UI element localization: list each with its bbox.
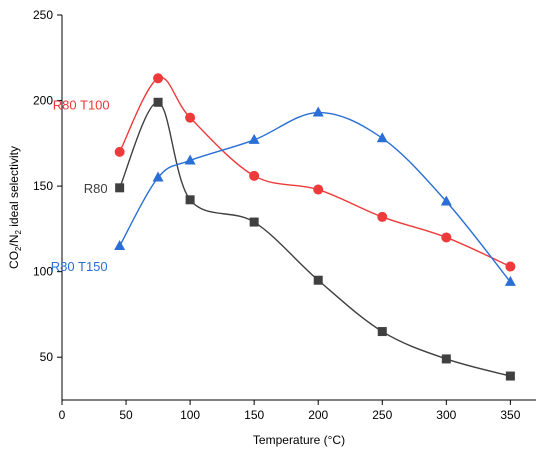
data-point	[153, 73, 164, 84]
x-tick-label: 150	[244, 408, 264, 422]
y-label-part-2: /N	[7, 235, 21, 247]
data-point	[313, 184, 324, 195]
data-point	[249, 217, 259, 227]
y-tick-label: 150	[33, 179, 53, 193]
data-point	[377, 211, 388, 222]
series-r80-t150: R80 T150	[51, 106, 516, 286]
data-point	[441, 354, 451, 364]
x-tick-label: 250	[372, 408, 392, 422]
y-tick-label: 50	[40, 350, 54, 364]
series-r80: R80	[84, 97, 515, 381]
series-layer: R80 R80 T100 R80 T150	[51, 73, 516, 381]
series-label: R80	[84, 181, 108, 196]
data-point	[114, 146, 125, 157]
series-label: R80 T100	[53, 98, 110, 113]
data-point	[153, 97, 163, 107]
data-point	[377, 327, 387, 337]
data-point	[115, 183, 125, 193]
data-point	[441, 232, 452, 243]
data-point	[185, 112, 196, 123]
data-point	[249, 170, 260, 181]
data-point	[505, 261, 516, 272]
data-point	[313, 275, 323, 285]
data-point	[185, 195, 195, 205]
x-tick-label: 300	[436, 408, 456, 422]
x-tick-label: 100	[180, 408, 200, 422]
data-point	[152, 171, 164, 182]
series-label: R80 T150	[51, 259, 108, 274]
y-tick-label: 250	[33, 8, 53, 22]
y-label-sub-2: 2	[14, 230, 23, 235]
data-point	[248, 133, 260, 144]
x-tick-label: 0	[59, 408, 66, 422]
data-point	[440, 195, 452, 206]
y-tick-label: 100	[33, 265, 53, 279]
data-point	[312, 106, 324, 117]
series-line	[119, 111, 511, 283]
x-tick-label: 50	[119, 408, 133, 422]
series-r80-t100: R80 T100	[53, 73, 516, 272]
y-tick-label: 200	[33, 94, 53, 108]
data-point	[504, 275, 516, 286]
y-axis-label: CO2/N2 ideal selectivity	[7, 146, 23, 269]
data-point	[114, 240, 126, 250]
y-label-part-1: CO	[7, 251, 21, 269]
x-axis-label: Temperature (°C)	[253, 433, 345, 447]
x-tick-label: 350	[500, 408, 520, 422]
axes: 0 50 100 150 200 250 300 350 50 100 150 200 250	[33, 8, 536, 422]
data-point	[376, 132, 388, 143]
y-label-part-3: ideal selectivity	[7, 146, 21, 230]
data-point	[184, 154, 196, 165]
data-point	[505, 371, 515, 381]
x-tick-label: 200	[308, 408, 328, 422]
y-label-sub-1: 2	[14, 246, 23, 251]
